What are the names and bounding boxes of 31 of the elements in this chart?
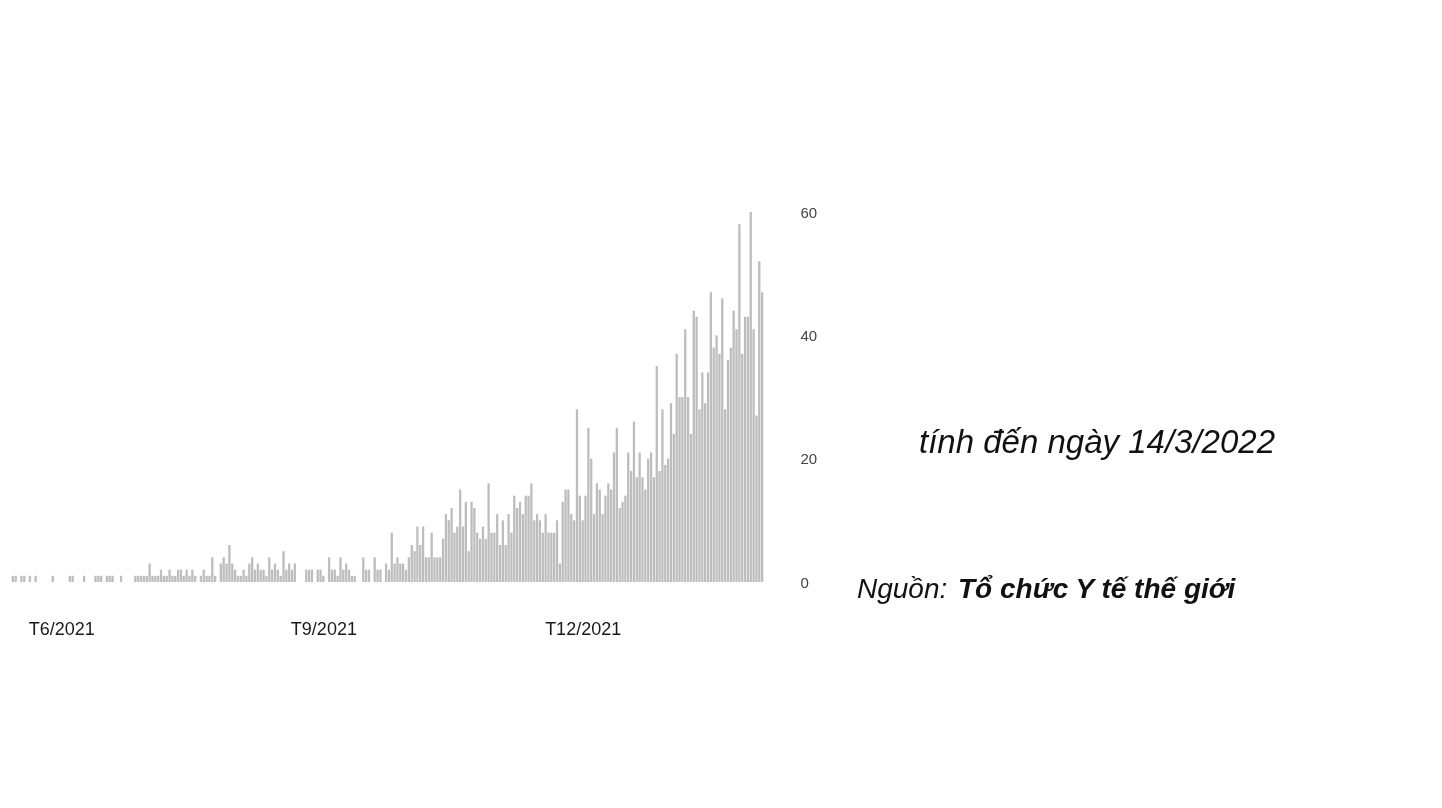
bar <box>282 551 285 582</box>
bar <box>661 409 664 582</box>
y-tick-label: 60 <box>800 203 818 221</box>
bar <box>738 224 741 582</box>
bar <box>148 563 151 582</box>
x-tick-label: T9/2021 <box>290 618 357 639</box>
bar <box>228 545 231 582</box>
bar <box>487 483 490 582</box>
y-tick-label: 20 <box>800 450 818 468</box>
bar <box>34 575 37 582</box>
bar <box>470 501 473 582</box>
bar <box>379 569 382 582</box>
text: tính đến ngày 14/3/2022 <box>919 423 1275 460</box>
y-tick-label: 0 <box>800 573 809 591</box>
bar <box>339 557 342 582</box>
bar <box>168 569 171 582</box>
x-tick-label: T12/2021 <box>545 618 622 639</box>
text: Tổ chức Y tế thế giới <box>958 573 1237 604</box>
bar <box>567 489 570 582</box>
bar <box>416 526 419 582</box>
text: Nguồn: <box>857 573 948 604</box>
bar <box>544 514 547 582</box>
bar <box>587 427 590 582</box>
bar <box>530 483 533 582</box>
y-tick-label: 40 <box>800 326 818 344</box>
x-tick-label: T6/2021 <box>28 618 95 639</box>
bar <box>638 452 641 582</box>
bar <box>507 514 510 582</box>
bar <box>242 569 245 582</box>
bar <box>185 569 188 582</box>
bar <box>450 508 453 582</box>
